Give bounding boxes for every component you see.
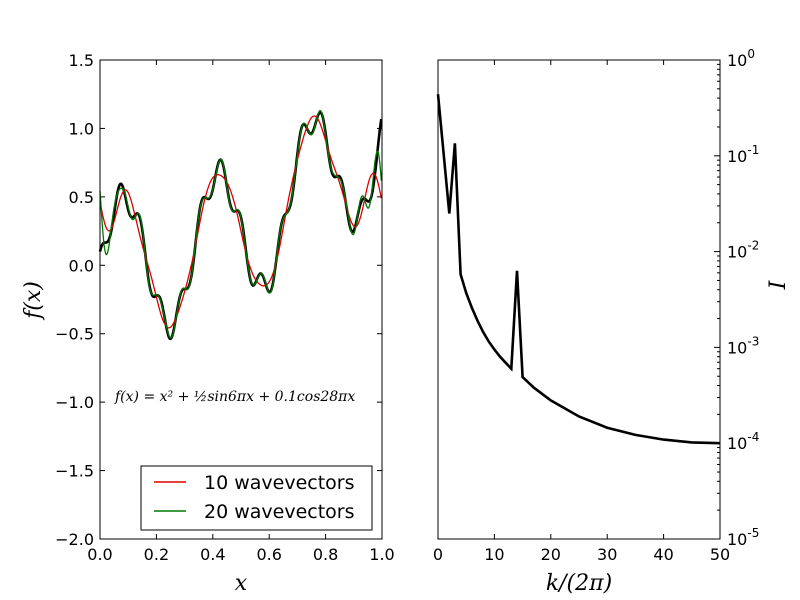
legend: 10 wavevectors 20 wavevectors [140, 465, 373, 531]
right-ticks: 0 10 20 30 40 50 100 10-1 10-2 10-3 10-4 10-5 [433, 47, 759, 564]
series-line-10-wavevectors [99, 115, 382, 329]
left-ytick-label: 1.0 [69, 119, 94, 138]
left-panel: 0.0 0.2 0.4 0.6 0.8 1.0 −2.0 −1.5 −1.0 −0.5 0.0 0.5… [21, 51, 395, 596]
right-xlabel: k/(2π) [546, 571, 612, 596]
left-ytick-label: −1.0 [55, 393, 94, 412]
legend-label-green: 20 wavevectors [204, 501, 355, 523]
right-ytick-exponent: -5 [747, 526, 759, 540]
right-xtick-label: 50 [710, 545, 730, 564]
left-ytick-label: −0.5 [55, 325, 94, 344]
legend-label-red: 10 wavevectors [204, 472, 355, 494]
left-ylabel: f(x) [21, 281, 46, 321]
right-xtick-label: 30 [597, 545, 617, 564]
right-ytick-exponent: -4 [747, 430, 759, 444]
right-ytick-label: 10-4 [727, 430, 759, 453]
right-ytick-exponent: -2 [747, 239, 759, 253]
left-xtick-label: 0.0 [87, 545, 112, 564]
right-ytick-exponent: 0 [747, 47, 755, 61]
left-ytick-label: 1.5 [69, 51, 94, 70]
right-ylabel: I [766, 279, 791, 290]
right-ytick-label: 10-2 [727, 239, 759, 262]
legend-box [140, 465, 373, 531]
right-ytick-exponent: -3 [747, 334, 759, 348]
left-xtick-label: 0.2 [144, 545, 169, 564]
right-ytick-label: 10-1 [727, 143, 759, 166]
left-xtick-label: 0.4 [200, 545, 225, 564]
right-lines [436, 94, 721, 445]
left-ytick-label: −2.0 [55, 530, 94, 549]
right-ytick-label: 100 [727, 47, 755, 70]
left-axes-frame [99, 59, 383, 540]
right-xtick-label: 40 [653, 545, 673, 564]
right-ytick-label: 10-3 [727, 334, 759, 357]
left-ytick-label: 0.0 [69, 256, 94, 275]
left-lines [98, 109, 383, 341]
series-line-intensity [436, 94, 721, 445]
left-xtick-label: 1.0 [369, 545, 394, 564]
right-xtick-label: 20 [541, 545, 561, 564]
left-xtick-label: 0.8 [313, 545, 338, 564]
left-xtick-label: 0.6 [256, 545, 281, 564]
left-ytick-label: 0.5 [69, 188, 94, 207]
right-panel: 0 10 20 30 40 50 100 10-1 10-2 10-3 10-4 10-5 k/(2π… [433, 47, 791, 596]
right-axes-frame [437, 59, 721, 540]
right-ytick-label: 10-5 [727, 526, 759, 549]
left-annotation: f(x) = x² + ½sin6πx + 0.1cos28πx [114, 389, 355, 405]
right-ytick-exponent: -1 [747, 143, 759, 157]
left-ticks: 0.0 0.2 0.4 0.6 0.8 1.0 −2.0 −1.5 −1.0 −0.5 0.0 0.5… [55, 51, 395, 564]
right-xtick-label: 10 [484, 545, 504, 564]
series-line-20-wavevectors [99, 109, 382, 339]
left-ytick-label: −1.5 [55, 462, 94, 481]
right-xtick-label: 0 [433, 545, 443, 564]
left-xlabel: x [235, 571, 248, 596]
